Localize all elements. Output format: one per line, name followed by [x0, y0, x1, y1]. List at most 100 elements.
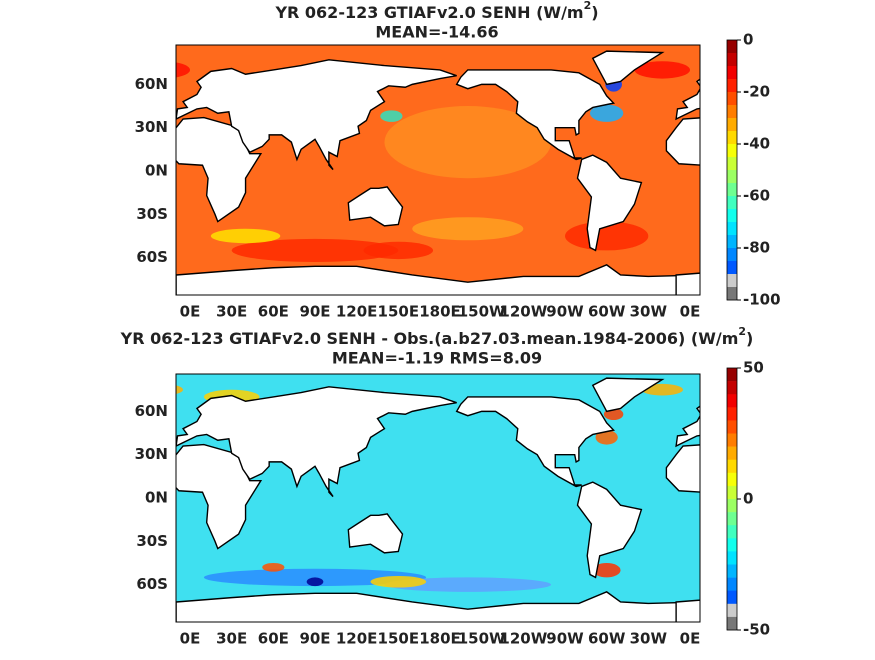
title-superscript: 2	[584, 0, 592, 12]
map	[0, 45, 875, 295]
colorbar-label: -40	[743, 135, 770, 153]
map-frame	[175, 44, 701, 296]
lon-label: 0E	[180, 303, 201, 321]
lon-label: 30W	[630, 630, 668, 648]
colorbar-segment	[727, 157, 737, 171]
lon-label: 90W	[546, 630, 584, 648]
title-text: YR 062-123 GTIAFv2.0 SENH - Obs.(a.b27.0…	[120, 329, 739, 348]
lat-label: 30S	[136, 532, 168, 550]
panel-stats: MEAN=-1.19 RMS=8.09	[332, 349, 542, 368]
title-close: )	[746, 329, 753, 348]
lon-label: 120E	[336, 630, 378, 648]
lat-label: 0N	[145, 489, 168, 507]
colorbar-segment	[727, 183, 737, 197]
colorbar-segment	[727, 261, 737, 275]
colorbar-segment	[727, 525, 737, 539]
colorbar-segment	[727, 472, 737, 487]
colorbar-segment	[727, 79, 737, 93]
colorbar-segment	[727, 420, 737, 434]
colorbar-segment	[727, 603, 737, 618]
field-patch	[210, 228, 281, 244]
colorbar-segment	[727, 485, 737, 500]
lat-label: 0N	[145, 162, 168, 180]
panel-title: YR 062-123 GTIAFv2.0 SENH - Obs.(a.b27.0…	[120, 325, 754, 348]
title-close: )	[591, 3, 598, 22]
field-patch	[590, 104, 624, 122]
title-text: YR 062-123 GTIAFv2.0 SENH (W/m	[274, 3, 583, 22]
field-patch	[807, 577, 824, 586]
geo	[0, 377, 875, 622]
colorbar-segment	[727, 407, 737, 421]
field-patch	[90, 105, 123, 122]
field-patch	[104, 408, 123, 420]
colorbar-label: 0	[743, 31, 753, 49]
map	[0, 374, 875, 622]
colorbar-segment	[727, 590, 737, 605]
colorbar-segment	[727, 131, 737, 145]
lon-label: 150W	[458, 630, 506, 648]
land	[176, 50, 205, 295]
lat-label: 30N	[135, 118, 168, 136]
panel-title: YR 062-123 GTIAFv2.0 SENH (W/m2)	[274, 0, 598, 22]
field-patch	[595, 430, 618, 445]
field-patch	[65, 222, 148, 251]
lon-label: 90E	[299, 630, 330, 648]
colorbar-segment	[727, 196, 737, 210]
colorbar-label: -50	[743, 621, 770, 639]
colorbar-segment	[727, 551, 737, 565]
lon-label: 60W	[588, 303, 626, 321]
lon-label: 180E	[419, 303, 461, 321]
lon-label: 150E	[378, 303, 420, 321]
colorbar-label: -80	[743, 239, 770, 257]
field-patch	[0, 577, 51, 591]
field-patch	[176, 62, 190, 78]
field-patch	[871, 576, 875, 588]
lon-label: 0E	[680, 630, 701, 648]
colorbar-segment	[727, 368, 737, 382]
lat-label: 60S	[136, 575, 168, 593]
colorbar-label: 0	[743, 490, 753, 508]
colorbar-segment	[727, 446, 737, 460]
lon-label: 60E	[258, 303, 289, 321]
field-patch	[262, 562, 285, 572]
lon-label: 0E	[680, 303, 701, 321]
lon-label: 30E	[216, 303, 247, 321]
lat-label: 60S	[136, 248, 168, 266]
lon-label: 120E	[336, 303, 378, 321]
colorbar-segment	[727, 222, 737, 236]
colorbar-label: -20	[743, 83, 770, 101]
colorbar-label: -60	[743, 187, 770, 205]
field-patch	[105, 77, 122, 91]
lon-label: 120W	[499, 303, 547, 321]
colorbar-segment	[727, 235, 737, 249]
lon-label: 150E	[378, 630, 420, 648]
geo	[0, 50, 875, 295]
lon-label: 30E	[216, 630, 247, 648]
field-patch	[380, 110, 403, 122]
panel-stats: MEAN=-14.66	[375, 23, 498, 42]
map-frame	[175, 373, 701, 623]
colorbar-frame	[726, 39, 738, 301]
colorbar-segment	[727, 144, 737, 158]
lat-label: 30S	[136, 205, 168, 223]
land	[176, 377, 205, 622]
field-patch	[231, 238, 399, 262]
field-patch	[306, 577, 324, 587]
field-patch	[363, 241, 434, 260]
field-patch	[176, 385, 184, 395]
title-superscript: 2	[738, 325, 746, 338]
field-patch	[0, 217, 23, 240]
field-patch	[864, 242, 875, 259]
colorbar-segment	[727, 616, 737, 631]
colorbar-segment	[727, 433, 737, 447]
lon-label: 90E	[299, 303, 330, 321]
colorbar-segment	[727, 170, 737, 184]
lon-label: 60W	[588, 630, 626, 648]
lon-label: 150W	[458, 303, 506, 321]
field-patch	[384, 106, 552, 179]
colorbar-segment	[727, 394, 737, 408]
field-patch	[592, 562, 621, 578]
colorbar-segment	[727, 287, 737, 301]
